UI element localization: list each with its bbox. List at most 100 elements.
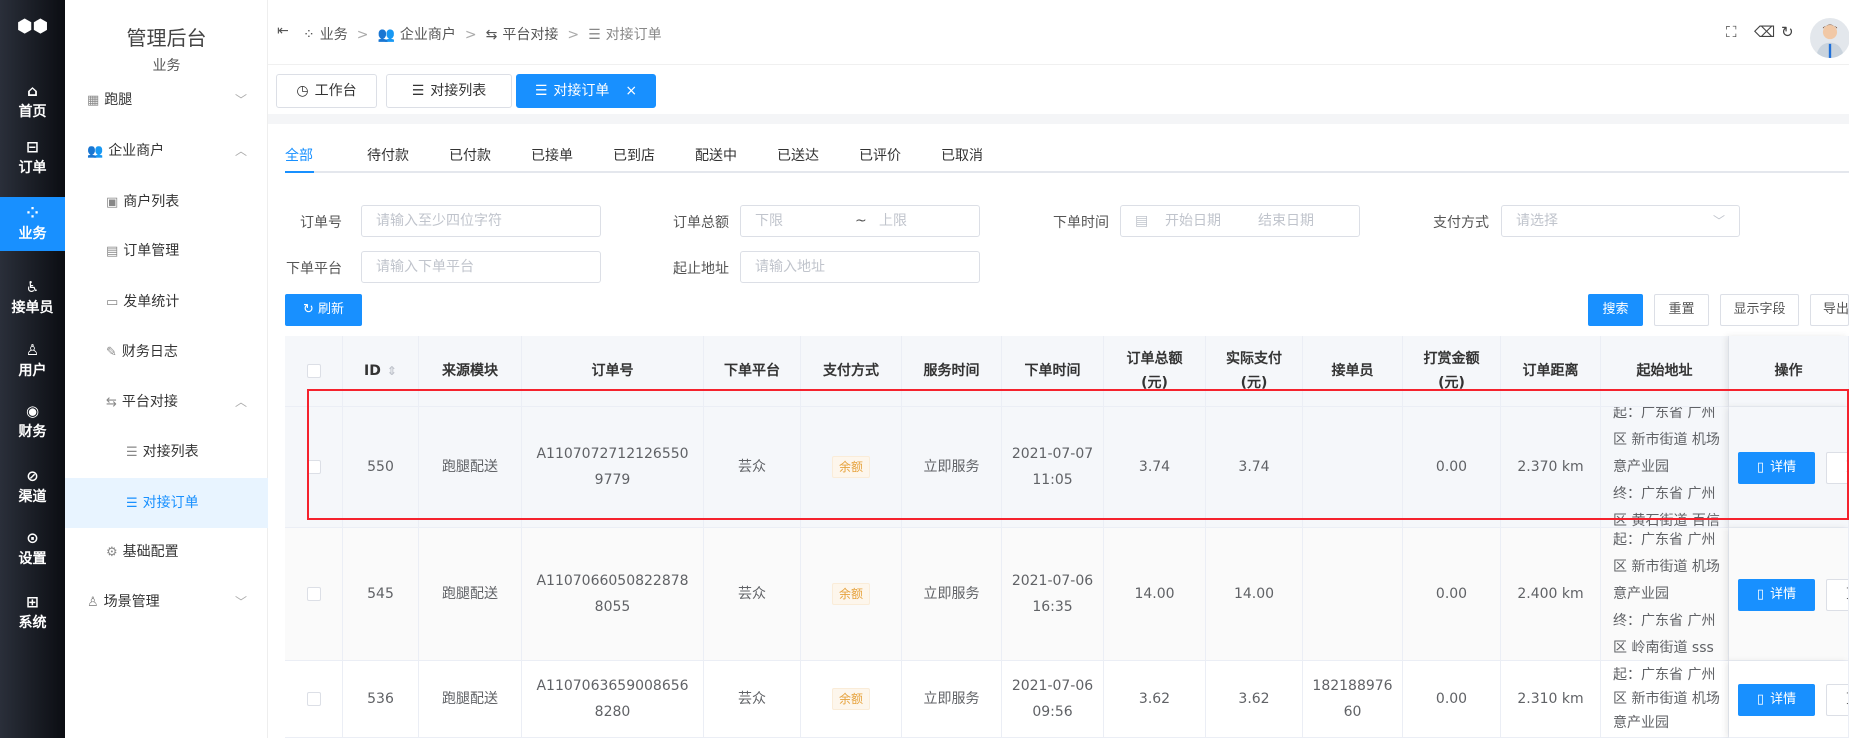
- avatar[interactable]: [1810, 18, 1849, 58]
- rail-item-5[interactable]: ◉ 财务: [0, 395, 65, 449]
- refresh-button[interactable]: ↻ 刷新: [285, 294, 362, 326]
- reset-button[interactable]: 重置: [1654, 294, 1709, 326]
- user-icon: ♙: [25, 341, 40, 359]
- menu-item-0[interactable]: ▦ 跑腿 ﹀: [65, 75, 268, 125]
- cell-source-value: 跑腿配送: [442, 691, 498, 707]
- rail-item-8[interactable]: ⊞ 系统: [0, 586, 65, 640]
- clear-cache-icon[interactable]: ⌫: [1754, 23, 1776, 41]
- sort-icon[interactable]: ⇕: [386, 364, 397, 378]
- menu-item-2[interactable]: ▣ 商户列表: [65, 177, 268, 227]
- status-tab-6[interactable]: 已送达: [777, 148, 819, 164]
- detail-button[interactable]: ▯ 详情: [1738, 451, 1815, 484]
- status-tab-4[interactable]: 已到店: [613, 148, 655, 164]
- address-lines: 起：广东省 广州区 新市街道 机场 意产业园: [1613, 663, 1720, 735]
- status-tab-7[interactable]: 已评价: [859, 148, 901, 164]
- address-input[interactable]: 请输入地址: [740, 251, 980, 283]
- order-no-input[interactable]: 请输入至少四位字符: [361, 205, 601, 237]
- row-checkbox[interactable]: [306, 587, 321, 601]
- swap-icon: ⇆: [106, 395, 117, 410]
- header-14: 操作: [1729, 336, 1849, 407]
- more-button[interactable]: 更: [1826, 578, 1848, 611]
- detail-label: 详情: [1770, 586, 1797, 602]
- status-tab-8[interactable]: 已取消: [941, 148, 983, 164]
- menu-item-label: 场景管理: [103, 594, 160, 610]
- refresh-page-icon[interactable]: ↻: [1781, 23, 1794, 41]
- status-tab-5[interactable]: 配送中: [695, 148, 737, 164]
- export-button[interactable]: 导出: [1810, 294, 1849, 326]
- menu-item-5[interactable]: ✎ 财务日志: [65, 327, 268, 377]
- tab-2[interactable]: ☰ 对接订单 ×: [516, 74, 656, 108]
- end-date-input[interactable]: 结束日期: [1258, 213, 1314, 229]
- status-tab-1[interactable]: 待付款: [367, 148, 409, 164]
- menu-item-10[interactable]: ♙ 场景管理 ﹀: [65, 577, 268, 627]
- cell-pay: 余额: [801, 407, 902, 528]
- order-no-label: 订单号: [300, 215, 342, 231]
- rail-item-2[interactable]: ⁘ 业务: [0, 197, 65, 251]
- collapse-menu-icon[interactable]: ⇤: [277, 23, 289, 39]
- header-label: 下单平台: [724, 363, 780, 379]
- cell-service-value: 立即服务: [923, 691, 980, 707]
- cell-service: 立即服务: [902, 661, 1002, 738]
- document-icon: ▯: [1756, 691, 1765, 707]
- menu-item-1[interactable]: 👥 企业商户 ︿: [65, 126, 268, 176]
- address-line: 终：广东省 广州: [1613, 612, 1716, 629]
- status-tab-2[interactable]: 已付款: [449, 148, 491, 164]
- header-label: 订单距离: [1522, 363, 1579, 379]
- close-icon[interactable]: ×: [625, 83, 638, 99]
- breadcrumb-item[interactable]: ⇆ 平台对接: [486, 27, 559, 43]
- menu-item-7[interactable]: ☰ 对接列表: [65, 427, 268, 477]
- order-icon: ⊟: [26, 138, 39, 156]
- header-3: 订单号: [522, 336, 704, 407]
- status-tab-0[interactable]: 全部: [285, 148, 313, 164]
- top-header: ⇤ ⁘ 业务 > 👥 企业商户 > ⇆ 平台对接 > ☰ 对接订单 ⛶ ⌫ ↻: [268, 0, 1849, 65]
- amount-max-input[interactable]: 上限: [879, 213, 907, 229]
- select-all-checkbox[interactable]: [306, 364, 321, 378]
- show-fields-button[interactable]: 显示字段: [1720, 294, 1799, 326]
- pay-method-select[interactable]: 请选择 ﹀: [1501, 205, 1740, 237]
- menu-item-6[interactable]: ⇆ 平台对接 ︿: [65, 377, 268, 427]
- rail-item-1[interactable]: ⊟ 订单: [0, 131, 65, 185]
- cell-addr: 起：广东省 广州区 新市街道 机场 意产业园 终：广东省 广州区 黄石街道 百信: [1601, 407, 1729, 528]
- detail-button[interactable]: ▯ 详情: [1738, 578, 1815, 611]
- platform-input[interactable]: 请输入下单平台: [361, 251, 601, 283]
- tab-1[interactable]: ☰ 对接列表: [386, 74, 512, 108]
- rail-item-6[interactable]: ⊘ 渠道: [0, 460, 65, 514]
- cell-tip: 0.00: [1403, 407, 1501, 528]
- menu-item-4[interactable]: ▭ 发单统计: [65, 277, 268, 327]
- fullscreen-icon[interactable]: ⛶: [1726, 23, 1737, 41]
- more-button[interactable]: 更: [1826, 683, 1848, 716]
- platform-label: 下单平台: [286, 261, 342, 277]
- header-1[interactable]: ID ⇕: [343, 336, 419, 407]
- cell-service-value: 立即服务: [923, 459, 980, 475]
- cell-paid-value: 3.62: [1238, 691, 1270, 707]
- chevron-down-icon: ﹀: [234, 93, 247, 107]
- order-time-range[interactable]: ▤ 开始日期 结束日期: [1120, 205, 1360, 237]
- more-button[interactable]: 更: [1826, 451, 1848, 484]
- rail-item-4[interactable]: ♙ 用户: [0, 334, 65, 388]
- bike-icon: ♿: [25, 278, 40, 296]
- rail-item-0[interactable]: ⌂ 首页: [0, 75, 65, 129]
- status-tab-3[interactable]: 已接单: [531, 148, 573, 164]
- address-lines: 起：广东省 广州区 新市街道 机场 意产业园 终：广东省 广州区 黄石街道 百信: [1613, 407, 1720, 527]
- row-checkbox[interactable]: [306, 692, 321, 706]
- rail-item-3[interactable]: ♿ 接单员: [0, 271, 65, 325]
- menu-item-8[interactable]: ☰ 对接订单: [65, 478, 268, 528]
- menu-item-label: 跑腿: [104, 92, 133, 108]
- cell-actions: ▯ 详情 更: [1729, 407, 1849, 528]
- rail-item-7[interactable]: ⊙ 设置: [0, 522, 65, 576]
- amount-min-input[interactable]: 下限: [755, 213, 783, 229]
- detail-button[interactable]: ▯ 详情: [1738, 683, 1815, 716]
- amount-range-input[interactable]: 下限 ~ 上限: [740, 205, 980, 237]
- start-date-input[interactable]: 开始日期: [1165, 213, 1221, 229]
- menu-item-3[interactable]: ▤ 订单管理: [65, 226, 268, 276]
- breadcrumb-item[interactable]: ⁘ 业务: [303, 27, 348, 43]
- cell-total-value: 3.74: [1138, 459, 1171, 475]
- breadcrumb-separator: >: [464, 27, 477, 43]
- menu-item-9[interactable]: ⚙ 基础配置: [65, 527, 268, 577]
- tab-0[interactable]: ◷ 工作台: [276, 74, 377, 108]
- cell-platform-value: 芸众: [738, 459, 766, 475]
- menu-item-label: 对接列表: [142, 444, 199, 460]
- chevron-up-icon: ︿: [234, 395, 247, 409]
- breadcrumb-item[interactable]: 👥 企业商户: [377, 27, 455, 43]
- search-button[interactable]: 搜索: [1588, 294, 1643, 326]
